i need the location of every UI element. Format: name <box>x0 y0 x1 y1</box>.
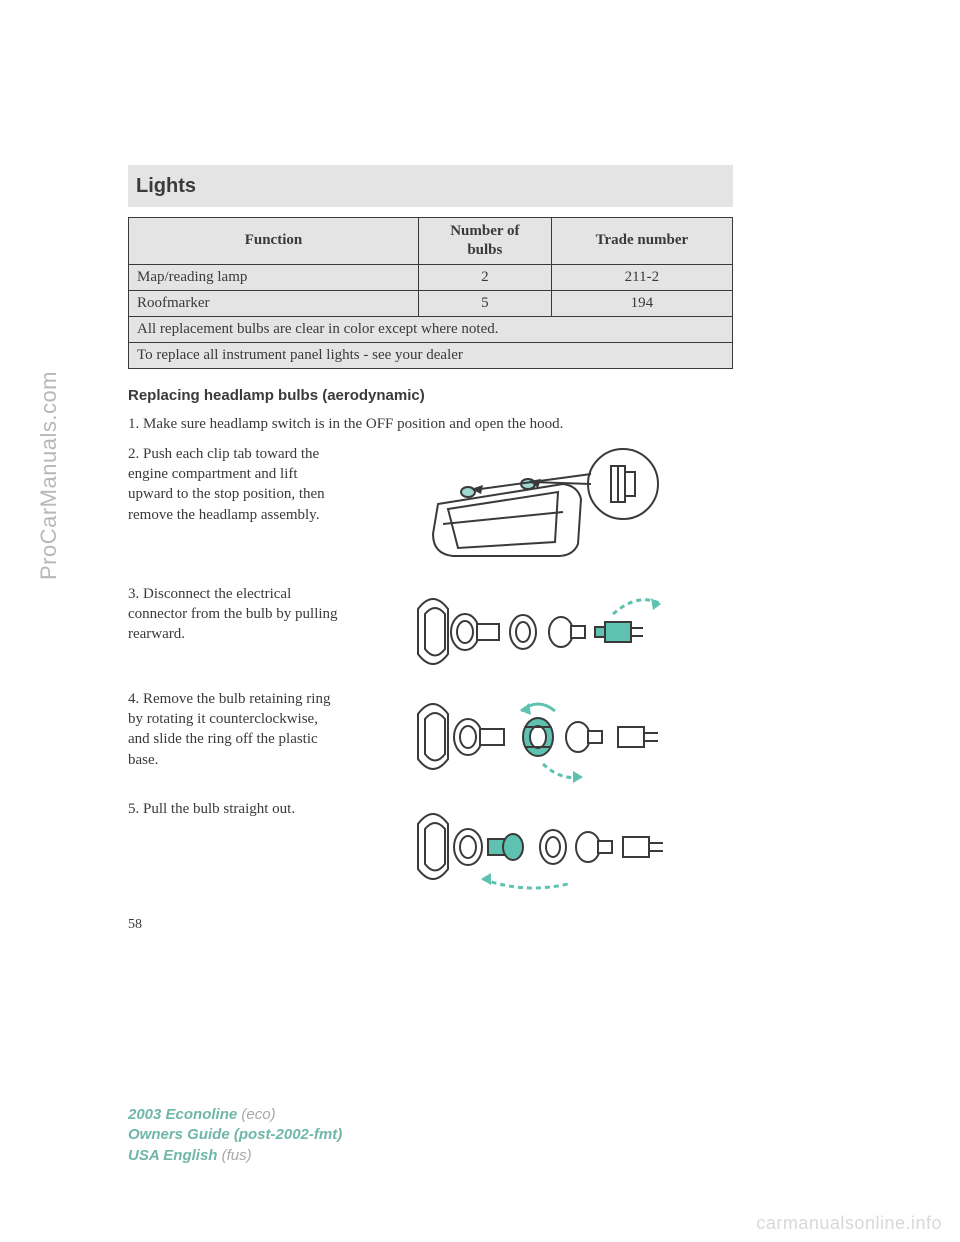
table-row: Map/reading lamp 2 211-2 <box>129 264 733 290</box>
step-3-figure <box>353 584 733 679</box>
footer-model: 2003 Econoline <box>128 1106 237 1123</box>
footer-lang: USA English <box>128 1147 217 1164</box>
step-5-text: 5. Pull the bulb straight out. <box>128 799 353 819</box>
headlamp-assembly-icon <box>413 444 673 574</box>
cell-trade: 194 <box>551 290 732 316</box>
bulb-table: Function Number of bulbs Trade number Ma… <box>128 217 733 369</box>
step-3: 3. Disconnect the electrical connector f… <box>128 584 733 679</box>
table-note-row: All replacement bulbs are clear in color… <box>129 316 733 342</box>
retaining-ring-icon <box>413 689 673 789</box>
th-bulbs: Number of bulbs <box>418 218 551 265</box>
th-function: Function <box>129 218 419 265</box>
cell-bulbs: 2 <box>418 264 551 290</box>
step-1-text: 1. Make sure headlamp switch is in the O… <box>128 414 733 434</box>
step-5-figure <box>353 799 733 899</box>
step-4-text: 4. Remove the bulb retaining ring by rot… <box>128 689 353 770</box>
sidebar-watermark: ProCarManuals.com <box>36 371 62 580</box>
cell-function: Roofmarker <box>129 290 419 316</box>
step-2: 2. Push each clip tab toward the engine … <box>128 444 733 574</box>
step-2-figure <box>353 444 733 574</box>
subheading: Replacing headlamp bulbs (aerodynamic) <box>128 387 733 404</box>
step-4: 4. Remove the bulb retaining ring by rot… <box>128 689 733 789</box>
th-trade: Trade number <box>551 218 732 265</box>
table-row: Roofmarker 5 194 <box>129 290 733 316</box>
step-4-figure <box>353 689 733 789</box>
cell-function: Map/reading lamp <box>129 264 419 290</box>
cell-note: All replacement bulbs are clear in color… <box>129 316 733 342</box>
section-header: Lights <box>128 165 733 207</box>
cell-bulbs: 5 <box>418 290 551 316</box>
footer-guide: Owners Guide (post-2002-fmt) <box>128 1126 342 1143</box>
table-note-row: To replace all instrument panel lights -… <box>129 342 733 368</box>
footer: 2003 Econoline (eco) Owners Guide (post-… <box>128 1105 342 1166</box>
step-3-text: 3. Disconnect the electrical connector f… <box>128 584 353 645</box>
cell-note: To replace all instrument panel lights -… <box>129 342 733 368</box>
footer-lang-code: (fus) <box>222 1147 252 1164</box>
footer-model-code: (eco) <box>241 1106 275 1123</box>
bottom-watermark: carmanualsonline.info <box>756 1213 942 1234</box>
page-content: Lights Function Number of bulbs Trade nu… <box>128 165 733 933</box>
page-number: 58 <box>128 917 733 933</box>
cell-trade: 211-2 <box>551 264 732 290</box>
step-5: 5. Pull the bulb straight out. <box>128 799 733 899</box>
bulb-remove-icon <box>413 799 673 899</box>
bulb-disconnect-icon <box>413 584 673 679</box>
section-title: Lights <box>136 175 196 198</box>
step-2-text: 2. Push each clip tab toward the engine … <box>128 444 353 525</box>
